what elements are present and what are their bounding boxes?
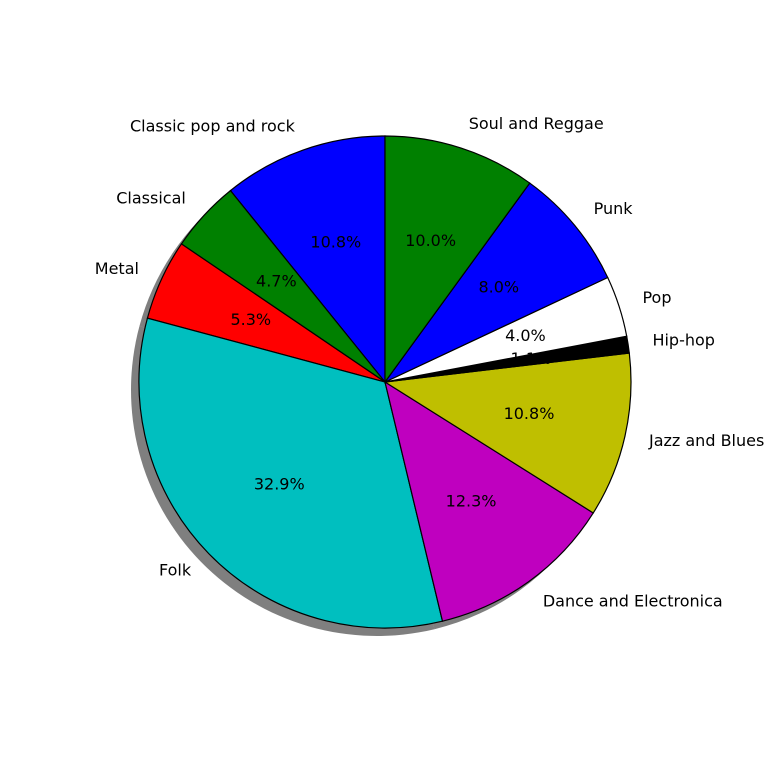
slice-soul-and-reggae [384, 135, 531, 384]
pct-label-soul-and-reggae: 10.0% [405, 231, 456, 250]
pct-label-pop: 4.0% [505, 326, 546, 345]
slice-jazz-and-blues [383, 352, 632, 514]
label-soul-and-reggae: Soul and Reggae [469, 114, 604, 133]
slice-folk [138, 317, 444, 629]
slice-classic-pop-and-rock [229, 135, 386, 384]
label-dance-and-electronica: Dance and Electronica [543, 591, 723, 610]
label-pop: Pop [642, 288, 671, 307]
label-hip-hop: Hip-hop [652, 330, 715, 349]
label-folk: Folk [159, 560, 192, 579]
label-classical: Classical [116, 188, 186, 207]
label-punk: Punk [594, 199, 634, 218]
pie-slices [138, 135, 632, 629]
pct-label-classical: 4.7% [256, 272, 297, 291]
pct-label-jazz-and-blues: 10.8% [504, 404, 555, 423]
pct-label-metal: 5.3% [230, 310, 271, 329]
slice-punk [384, 182, 609, 383]
slice-dance-and-electronica [384, 380, 595, 622]
label-classic-pop-and-rock: Classic pop and rock [130, 116, 296, 135]
pct-label-dance-and-electronica: 12.3% [446, 491, 497, 510]
pct-label-hip-hop: 1.1% [511, 349, 552, 368]
pie-labels: Classic pop and rock 10.8% Classical 4.7% Me… [95, 114, 765, 610]
pct-label-classic-pop-and-rock: 10.8% [310, 232, 361, 251]
pct-label-punk: 8.0% [478, 278, 519, 297]
label-jazz-and-blues: Jazz and Blues [648, 431, 764, 450]
label-metal: Metal [95, 259, 139, 278]
pct-label-folk: 32.9% [254, 474, 305, 493]
